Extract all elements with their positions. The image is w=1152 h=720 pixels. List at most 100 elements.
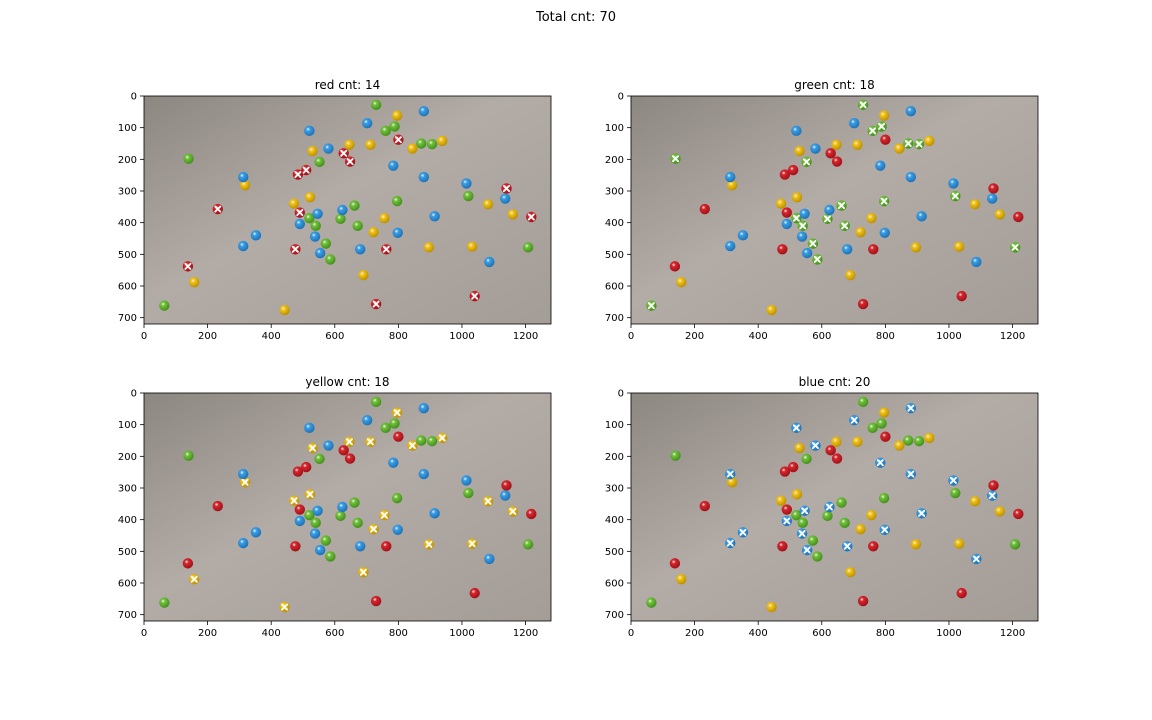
ball [845, 567, 856, 578]
ball [304, 125, 315, 137]
ball [794, 145, 805, 157]
ball [183, 153, 194, 164]
x-tick-label: 800 [876, 628, 895, 639]
ball [309, 231, 321, 242]
ball [288, 198, 300, 209]
ball [791, 192, 803, 203]
ball [368, 226, 379, 238]
x-tick-label: 400 [262, 628, 281, 639]
detection-marker [502, 184, 510, 192]
ball [857, 396, 869, 408]
ball [312, 505, 323, 516]
ball [953, 241, 965, 252]
ball [388, 160, 399, 171]
y-tick-label: 300 [118, 484, 137, 495]
x-tick-label: 1200 [513, 628, 538, 639]
detection-marker [792, 214, 800, 222]
detection-marker [825, 503, 833, 511]
detection-marker [907, 470, 915, 478]
detection-marker [382, 245, 390, 253]
y-tick-label: 700 [118, 610, 137, 621]
ball [325, 551, 336, 562]
detection-marker [346, 158, 354, 166]
ball [349, 200, 360, 211]
detection-marker [425, 540, 433, 548]
ball [787, 461, 799, 473]
ball [878, 110, 890, 121]
ball [903, 435, 914, 446]
ball [880, 134, 891, 145]
ball [370, 396, 382, 408]
detection-marker [859, 101, 867, 109]
detection-marker [841, 222, 849, 230]
ball [320, 535, 332, 546]
detection-marker [527, 213, 535, 221]
ball [461, 178, 472, 189]
ball [879, 227, 890, 238]
detection-marker [647, 302, 655, 310]
x-tick-label: 200 [685, 331, 704, 342]
ball [314, 247, 326, 259]
ball [875, 160, 886, 171]
ball [391, 492, 403, 504]
ball [344, 453, 356, 464]
ball [799, 208, 810, 219]
ball [839, 517, 850, 529]
y-tick-label: 100 [605, 123, 624, 134]
ball [950, 487, 961, 499]
detection-marker [876, 459, 884, 467]
ball [794, 442, 805, 454]
detection-marker [918, 509, 926, 517]
detection-marker [792, 424, 800, 432]
ball [355, 244, 366, 255]
ball [325, 254, 336, 265]
detection-marker [798, 530, 806, 538]
ball [338, 445, 349, 456]
x-tick-label: 400 [749, 628, 768, 639]
ball [831, 453, 843, 464]
ball [777, 244, 788, 255]
detection-marker [951, 192, 959, 200]
panel-title: yellow cnt: 18 [305, 375, 389, 389]
ball [355, 541, 366, 552]
ball [801, 247, 813, 259]
x-tick-label: 1000 [936, 628, 961, 639]
ball [380, 422, 391, 434]
detection-marker [214, 205, 222, 213]
ball [994, 506, 1006, 517]
ball [418, 468, 430, 480]
detection-marker [484, 497, 492, 505]
x-tick-label: 200 [198, 628, 217, 639]
ball [423, 242, 435, 253]
ball [812, 551, 823, 562]
ball [337, 501, 348, 513]
ball [796, 231, 808, 242]
ball [294, 504, 306, 515]
x-tick-label: 600 [325, 331, 344, 342]
ball [797, 517, 808, 529]
ball [868, 244, 879, 255]
ball [852, 436, 863, 447]
ball [370, 99, 382, 111]
ball [831, 436, 842, 447]
detection-marker [907, 404, 915, 412]
detection-marker [813, 255, 821, 263]
ball [791, 125, 802, 137]
ball [1009, 539, 1021, 550]
y-tick-label: 400 [605, 218, 624, 229]
ball [948, 178, 959, 189]
ball [987, 193, 998, 204]
ball [807, 535, 819, 546]
detection-marker [915, 140, 923, 148]
panel-title: green cnt: 18 [794, 78, 875, 92]
ball [292, 466, 304, 477]
y-tick-label: 500 [118, 250, 137, 261]
y-tick-label: 100 [605, 420, 624, 431]
ball [810, 143, 821, 154]
ball [726, 477, 738, 488]
detection-marker [471, 292, 479, 300]
y-tick-label: 700 [605, 313, 624, 324]
ball [391, 110, 403, 121]
y-tick-label: 500 [118, 547, 137, 558]
ball [344, 139, 355, 150]
